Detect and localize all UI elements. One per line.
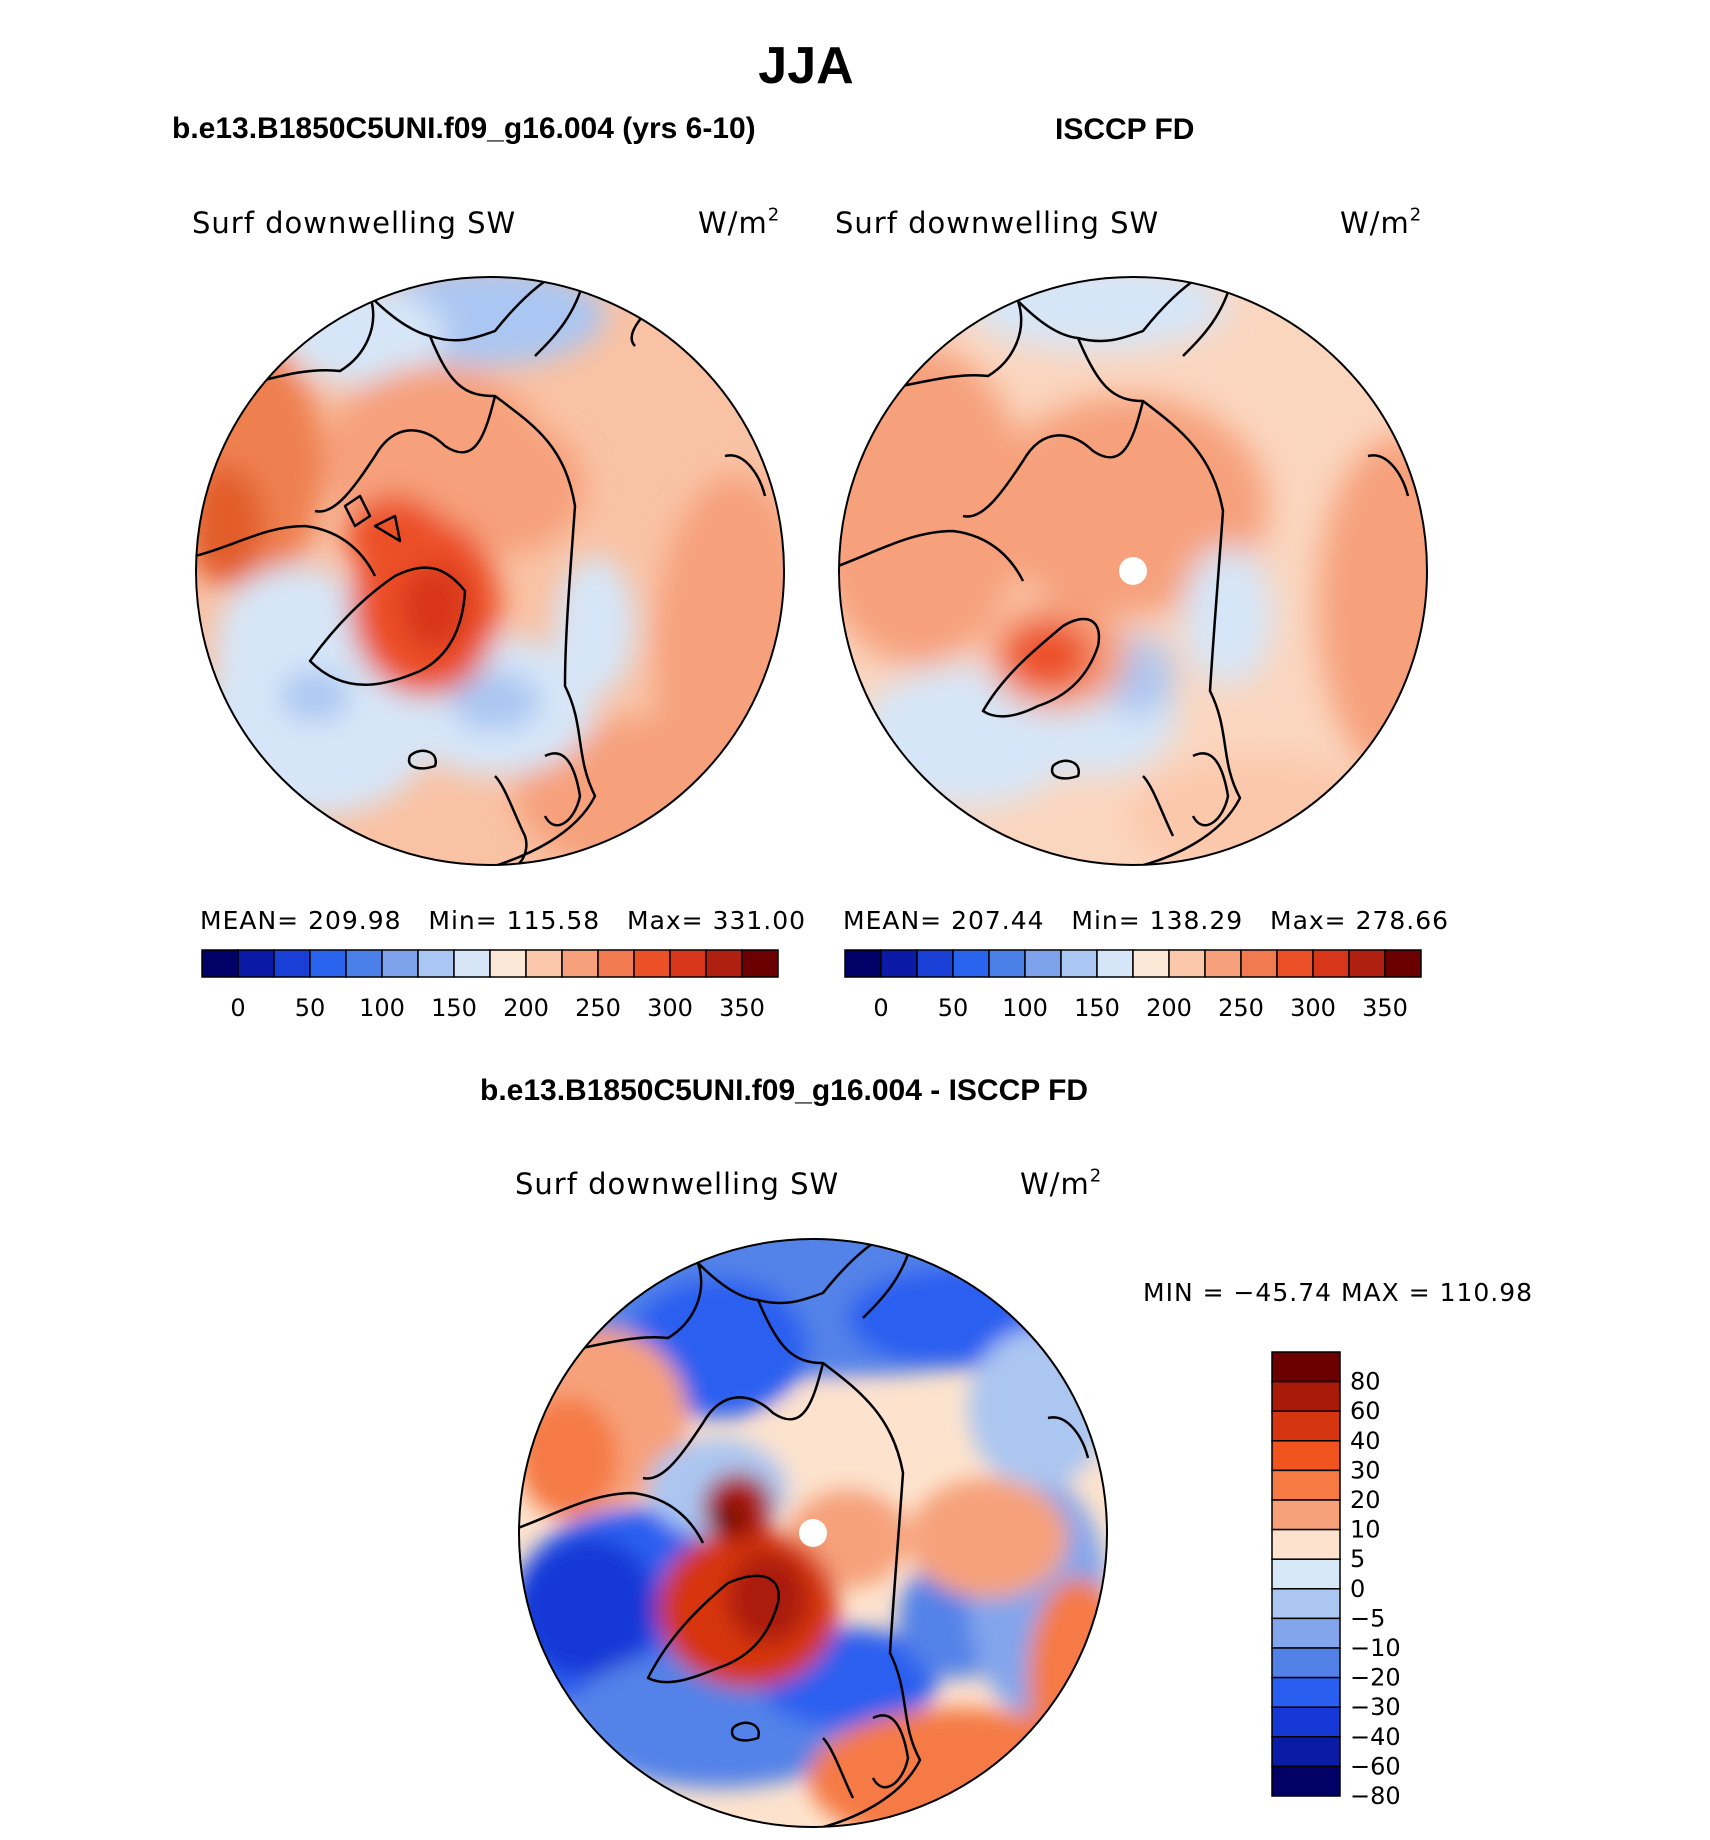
left-colorbar-swatch <box>201 949 239 978</box>
left-panel-title: b.e13.B1850C5UNI.f09_g16.004 (yrs 6-10) <box>172 112 756 145</box>
diff-colorbar-swatch <box>1271 1410 1341 1442</box>
left-colorbar-swatch <box>273 949 311 978</box>
right-colorbar-swatch <box>1096 949 1134 978</box>
right-variable-label: Surf downwelling SW <box>835 206 1160 240</box>
diff-colorbar-swatch <box>1271 1617 1341 1649</box>
diff-polar-map <box>518 1238 1108 1828</box>
diff-colorbar-tick-label: −20 <box>1350 1664 1401 1692</box>
left-colorbar: 0 50 100 150 200 250 300 350 <box>201 949 779 1022</box>
left-colorbar-swatch <box>309 949 347 978</box>
diff-colorbar-tick-label: 80 <box>1350 1368 1381 1396</box>
diff-colorbar-tick-label: 40 <box>1350 1427 1381 1455</box>
left-colorbar-swatch <box>417 949 455 978</box>
left-colorbar-tick-label: 250 <box>575 994 621 1022</box>
right-colorbar-swatch <box>916 949 954 978</box>
right-colorbar-swatch <box>844 949 882 978</box>
right-colorbar-swatch <box>952 949 990 978</box>
left-colorbar-swatch <box>597 949 635 978</box>
right-colorbar: 0 50 100 150 200 250 300 350 <box>844 949 1422 1022</box>
right-polar-map <box>838 276 1428 866</box>
right-colorbar-swatch <box>1168 949 1206 978</box>
right-colorbar-swatch <box>1132 949 1170 978</box>
right-colorbar-tick-label: 350 <box>1362 994 1408 1022</box>
diff-colorbar-swatch <box>1271 1499 1341 1531</box>
right-colorbar-tick-label: 250 <box>1218 994 1264 1022</box>
diff-colorbar-tick-label: −40 <box>1350 1723 1401 1751</box>
diff-pole-hole <box>799 1519 827 1547</box>
diff-colorbar-swatch <box>1271 1528 1341 1560</box>
right-colorbar-swatch <box>1348 949 1386 978</box>
left-variable-label: Surf downwelling SW <box>192 206 517 240</box>
right-colorbar-swatch <box>880 949 918 978</box>
right-colorbar-swatch <box>1060 949 1098 978</box>
right-colorbar-swatch <box>1240 949 1278 978</box>
diff-colorbar-tick-label: −5 <box>1350 1604 1385 1632</box>
diff-minmax: MIN = −45.74 MAX = 110.98 <box>1143 1278 1534 1307</box>
diff-colorbar-swatch <box>1271 1380 1341 1412</box>
right-panel-title: ISCCP FD <box>1055 113 1195 146</box>
right-colorbar-swatch <box>988 949 1026 978</box>
right-colorbar-swatch <box>1024 949 1062 978</box>
left-units-label: W/m2 <box>698 204 781 240</box>
diff-colorbar-swatch <box>1271 1588 1341 1620</box>
left-colorbar-swatch <box>525 949 563 978</box>
left-colorbar-tick-label: 150 <box>431 994 477 1022</box>
left-colorbar-tick-label: 200 <box>503 994 549 1022</box>
diff-colorbar-tick-label: 20 <box>1350 1486 1381 1514</box>
diff-colorbar-swatch <box>1271 1558 1341 1590</box>
diff-colorbar-tick-label: 0 <box>1350 1575 1365 1603</box>
season-title: JJA <box>758 37 854 95</box>
left-polar-map <box>195 276 785 866</box>
diff-colorbar-tick-label: 10 <box>1350 1516 1381 1544</box>
right-colorbar-swatch <box>1204 949 1242 978</box>
left-colorbar-swatch <box>705 949 743 978</box>
right-pole-hole <box>1119 557 1147 585</box>
right-colorbar-tick-label: 300 <box>1290 994 1336 1022</box>
diff-units-label: W/m2 <box>1020 1165 1103 1201</box>
left-colorbar-swatch <box>237 949 275 978</box>
right-units-label: W/m2 <box>1340 204 1423 240</box>
right-colorbar-tick-label: 200 <box>1146 994 1192 1022</box>
left-colorbar-swatch <box>633 949 671 978</box>
left-colorbar-tick-label: 100 <box>359 994 405 1022</box>
diff-colorbar-swatch <box>1271 1676 1341 1708</box>
right-colorbar-tick-label: 0 <box>873 994 888 1022</box>
diff-colorbar-tick-label: −10 <box>1350 1634 1401 1662</box>
left-colorbar-swatch <box>453 949 491 978</box>
diff-colorbar-tick-label: −60 <box>1350 1752 1401 1780</box>
left-colorbar-tick-label: 50 <box>295 994 326 1022</box>
right-colorbar-tick-label: 100 <box>1002 994 1048 1022</box>
left-colorbar-tick-label: 350 <box>719 994 765 1022</box>
left-colorbar-swatch <box>381 949 419 978</box>
diff-panel-title: b.e13.B1850C5UNI.f09_g16.004 - ISCCP FD <box>480 1074 1089 1107</box>
diff-colorbar-swatch <box>1271 1469 1341 1501</box>
diff-colorbar-swatch <box>1271 1765 1341 1797</box>
diff-colorbar-tick-label: −30 <box>1350 1693 1401 1721</box>
diff-colorbar-tick-label: 30 <box>1350 1456 1381 1484</box>
left-colorbar-tick-label: 0 <box>230 994 245 1022</box>
left-colorbar-tick-label: 300 <box>647 994 693 1022</box>
right-colorbar-tick-label: 150 <box>1074 994 1120 1022</box>
diff-colorbar-tick-label: 5 <box>1350 1545 1365 1573</box>
diff-colorbar-swatch <box>1271 1647 1341 1679</box>
left-colorbar-swatch <box>489 949 527 978</box>
right-colorbar-swatch <box>1276 949 1314 978</box>
diff-variable-label: Surf downwelling SW <box>515 1167 840 1201</box>
left-colorbar-swatch <box>741 949 779 978</box>
diff-colorbar-tick-label: 60 <box>1350 1397 1381 1425</box>
right-colorbar-swatch <box>1312 949 1350 978</box>
left-colorbar-swatch <box>669 949 707 978</box>
left-colorbar-swatch <box>345 949 383 978</box>
right-colorbar-swatch <box>1384 949 1422 978</box>
diff-colorbar-swatch <box>1271 1706 1341 1738</box>
diff-colorbar-swatch <box>1271 1736 1341 1768</box>
diff-colorbar-swatch <box>1271 1351 1341 1383</box>
right-colorbar-tick-label: 50 <box>938 994 969 1022</box>
diff-colorbar-tick-label: −80 <box>1350 1782 1401 1810</box>
right-stats: MEAN= 207.44 Min= 138.29 Max= 278.66 <box>843 906 1450 935</box>
diff-colorbar-swatch <box>1271 1440 1341 1472</box>
left-stats: MEAN= 209.98 Min= 115.58 Max= 331.00 <box>200 906 807 935</box>
left-colorbar-swatch <box>561 949 599 978</box>
